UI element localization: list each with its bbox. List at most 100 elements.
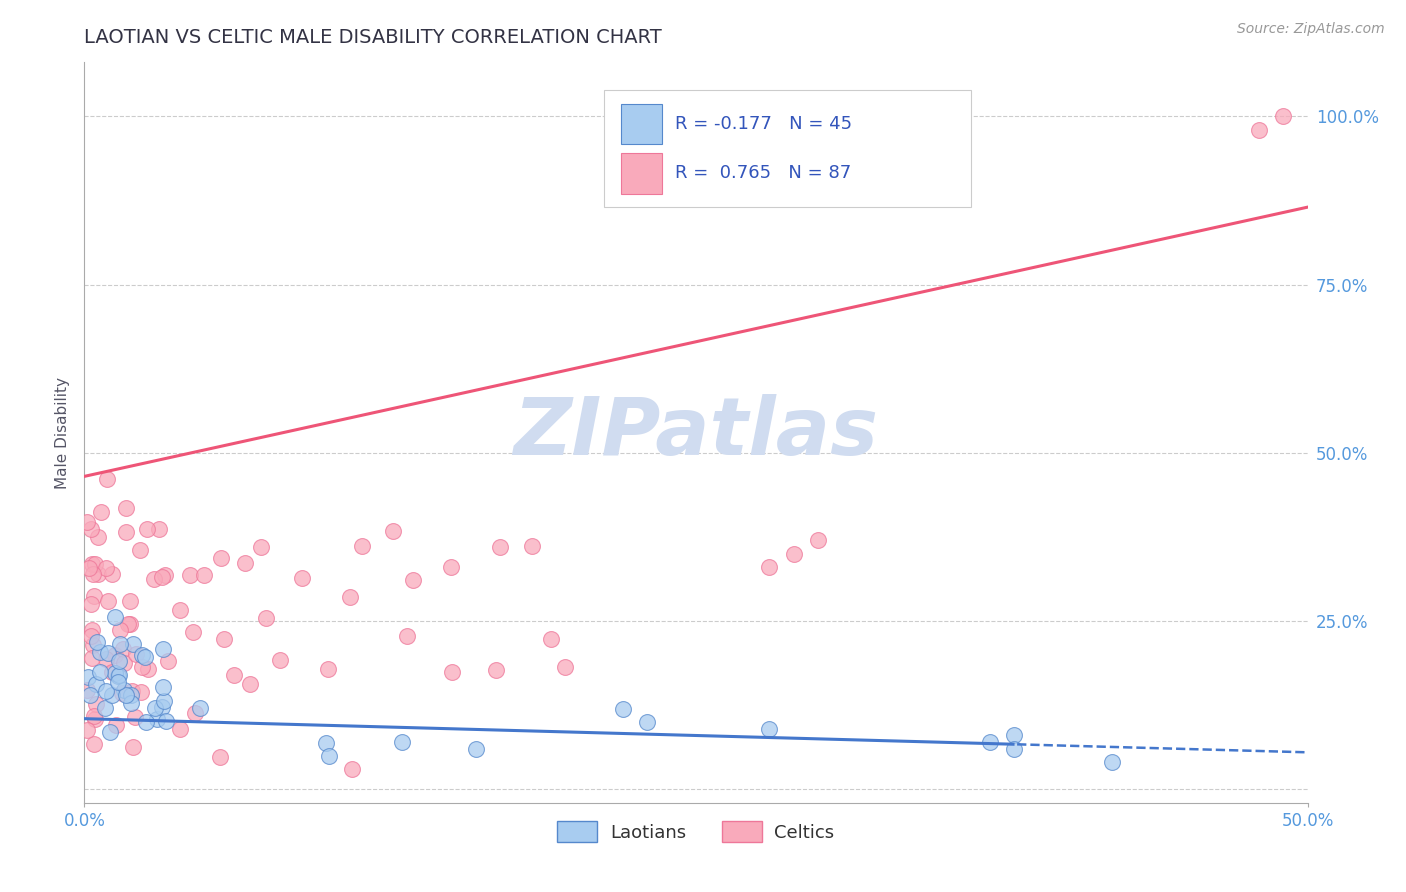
Point — [489, 540, 512, 554]
Point — [131, 660, 153, 674]
Point — [148, 522, 170, 536]
Point — [1247, 122, 1270, 136]
Point — [464, 742, 486, 756]
Point — [134, 649, 156, 664]
Point — [115, 525, 138, 540]
Y-axis label: Male Disability: Male Disability — [55, 376, 70, 489]
Text: R =  0.765   N = 87: R = 0.765 N = 87 — [675, 164, 852, 183]
Point — [105, 718, 128, 732]
Point — [121, 683, 143, 698]
Point — [76, 683, 98, 698]
Point — [1272, 109, 1295, 123]
Point — [120, 696, 142, 710]
Point — [76, 723, 98, 737]
Point — [79, 688, 101, 702]
Point — [89, 645, 111, 659]
Text: R = -0.177   N = 45: R = -0.177 N = 45 — [675, 115, 852, 133]
Point — [97, 646, 120, 660]
Point — [83, 589, 105, 603]
Point — [758, 560, 780, 574]
Point — [395, 629, 418, 643]
Point — [250, 540, 273, 554]
Point — [153, 693, 176, 707]
Point — [129, 685, 152, 699]
Point — [340, 762, 363, 776]
Point — [112, 656, 135, 670]
Point — [79, 560, 101, 574]
Point — [612, 701, 634, 715]
Point — [150, 699, 173, 714]
Point — [209, 550, 232, 565]
Point — [80, 629, 103, 643]
Point — [108, 623, 131, 637]
Point — [82, 557, 104, 571]
Point — [84, 712, 107, 726]
Point — [1101, 756, 1123, 770]
Point — [209, 749, 232, 764]
Point — [120, 688, 142, 702]
Point — [540, 632, 562, 646]
Text: LAOTIAN VS CELTIC MALE DISABILITY CORRELATION CHART: LAOTIAN VS CELTIC MALE DISABILITY CORREL… — [84, 28, 662, 47]
Point — [82, 638, 104, 652]
Point — [150, 570, 173, 584]
FancyBboxPatch shape — [621, 153, 662, 194]
Point — [80, 623, 103, 637]
Point — [111, 642, 134, 657]
Point — [108, 637, 131, 651]
Point — [758, 722, 780, 736]
Point — [79, 598, 101, 612]
Point — [101, 665, 124, 680]
Point — [82, 567, 104, 582]
Point — [115, 688, 138, 702]
Point — [239, 677, 262, 691]
Point — [121, 740, 143, 755]
Point — [184, 706, 207, 721]
Point — [96, 472, 118, 486]
Point — [157, 654, 180, 668]
Point — [143, 573, 166, 587]
Point — [979, 735, 1001, 749]
Point — [318, 662, 340, 676]
Point — [381, 524, 404, 539]
Point — [87, 530, 110, 544]
Point — [89, 665, 111, 679]
Point — [76, 515, 98, 529]
Point — [90, 505, 112, 519]
FancyBboxPatch shape — [621, 103, 662, 145]
Point — [224, 668, 246, 682]
Point — [94, 561, 117, 575]
Point — [104, 648, 127, 662]
Point — [807, 533, 830, 548]
Point — [143, 701, 166, 715]
Point — [84, 697, 107, 711]
Point — [118, 616, 141, 631]
Point — [188, 701, 211, 715]
Point — [520, 539, 543, 553]
Point — [402, 573, 425, 587]
Point — [169, 603, 191, 617]
Point — [87, 566, 110, 581]
Point — [80, 651, 103, 665]
Point — [114, 682, 136, 697]
Point — [441, 665, 464, 679]
Point — [391, 735, 413, 749]
Point — [485, 663, 508, 677]
Point — [111, 685, 134, 699]
Point — [269, 652, 291, 666]
Point — [636, 714, 658, 729]
Point — [84, 676, 107, 690]
Legend: Laotians, Celtics: Laotians, Celtics — [550, 814, 842, 849]
Point — [1002, 729, 1025, 743]
Point — [155, 568, 177, 582]
Point — [179, 568, 201, 582]
Point — [136, 662, 159, 676]
Point — [131, 648, 153, 662]
Point — [107, 674, 129, 689]
Point — [104, 610, 127, 624]
Point — [125, 647, 148, 661]
Point — [152, 680, 174, 694]
Point — [94, 683, 117, 698]
Point — [783, 547, 806, 561]
Point — [101, 688, 124, 702]
Point — [440, 560, 463, 574]
